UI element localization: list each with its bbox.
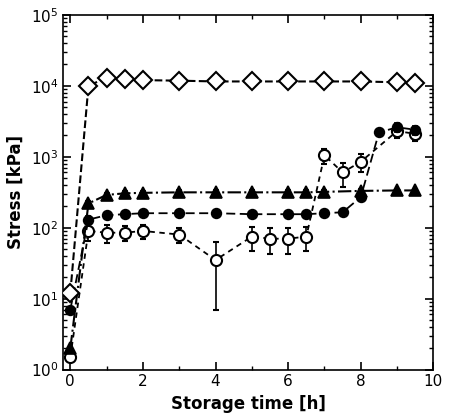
Y-axis label: Stress [kPa]: Stress [kPa]	[7, 135, 25, 249]
X-axis label: Storage time [h]: Storage time [h]	[171, 395, 326, 413]
